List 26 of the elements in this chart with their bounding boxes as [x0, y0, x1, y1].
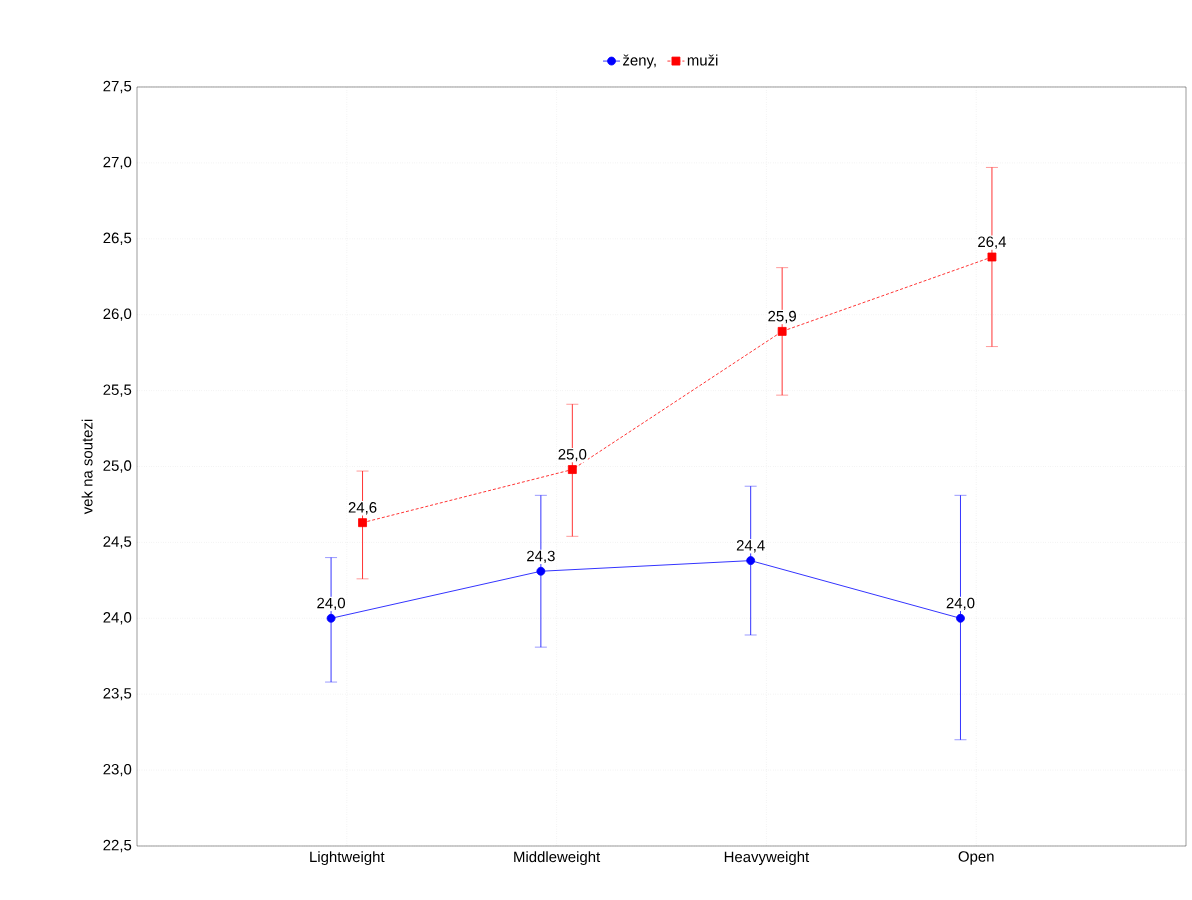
y-tick-label: 26,0 — [103, 308, 132, 321]
y-tick-label: 25,0 — [103, 460, 132, 473]
x-tick-label: Open — [958, 851, 994, 865]
y-tick-label: 22,5 — [103, 839, 132, 853]
x-tick-label: Lightweight — [310, 851, 385, 866]
y-tick-label: 23,5 — [103, 688, 132, 701]
y-tick-label: 27,0 — [103, 156, 132, 170]
y-tick-label: 27,5 — [103, 80, 132, 94]
legend-label: muži — [687, 54, 718, 66]
data-label: 24,4 — [736, 540, 765, 553]
data-label: 25,9 — [768, 310, 796, 324]
data-label: 24,3 — [527, 550, 555, 564]
data-label: 24,0 — [317, 597, 346, 611]
x-tick-label: Heavyweight — [724, 851, 810, 866]
y-tick-label: 24,0 — [103, 612, 132, 625]
data-label: 24,0 — [946, 597, 975, 611]
legend-label: ženy, — [623, 54, 656, 69]
y-tick-label: 25,5 — [103, 384, 132, 397]
y-axis-title: vek na soutezi — [81, 419, 93, 515]
data-label: 26,4 — [978, 236, 1007, 249]
data-label: 25,0 — [558, 448, 587, 462]
y-tick-label: 24,5 — [103, 536, 132, 549]
data-label: 24,6 — [348, 502, 377, 515]
x-tick-label: Middleweight — [514, 851, 601, 866]
y-tick-label: 26,5 — [103, 232, 132, 245]
y-tick-label: 23,0 — [103, 763, 132, 777]
